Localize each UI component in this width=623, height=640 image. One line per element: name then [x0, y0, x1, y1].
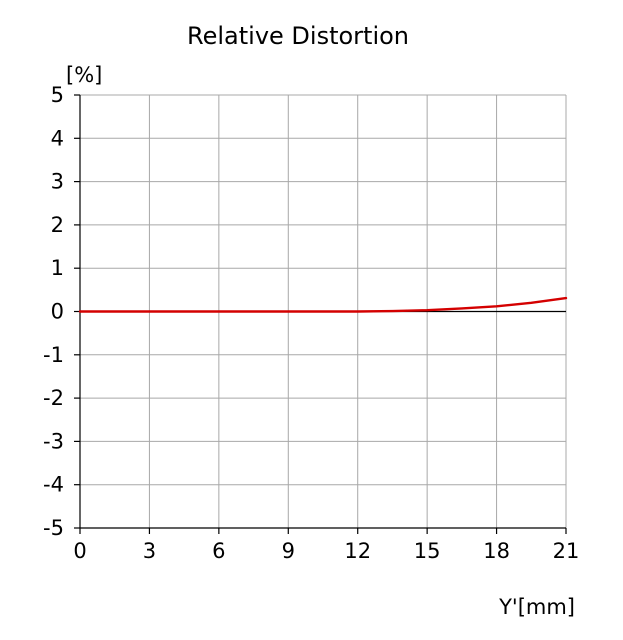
x-tick-label: 15 — [414, 539, 441, 563]
y-tick-label: 2 — [51, 213, 64, 237]
x-tick-label: 9 — [282, 539, 295, 563]
distortion-series-line-0 — [78, 296, 568, 313]
y-tick-label: 3 — [51, 170, 64, 194]
x-tick-label: 18 — [483, 539, 510, 563]
x-tick-label: 3 — [143, 539, 156, 563]
x-tick-label: 6 — [212, 539, 225, 563]
y-tick-label: 4 — [51, 126, 64, 150]
x-tick-label: 0 — [73, 539, 86, 563]
axis-layer — [74, 94, 567, 534]
y-axis-label: [%] — [66, 63, 102, 87]
y-tick-label: 1 — [51, 256, 64, 280]
y-tick-label: -5 — [43, 516, 64, 540]
x-tick-label: 21 — [553, 539, 580, 563]
y-tick-label: -1 — [43, 343, 64, 367]
y-tick-label: -3 — [43, 429, 64, 453]
x-axis-label: Y'[mm] — [498, 595, 575, 619]
y-tick-label: -2 — [43, 386, 64, 410]
chart-title: Relative Distortion — [187, 22, 409, 50]
y-tick-label: 5 — [51, 83, 64, 107]
y-tick-label: 0 — [51, 300, 64, 324]
series-layer — [78, 296, 568, 313]
y-tick-label: -4 — [43, 473, 64, 497]
x-tick-label: 12 — [344, 539, 371, 563]
